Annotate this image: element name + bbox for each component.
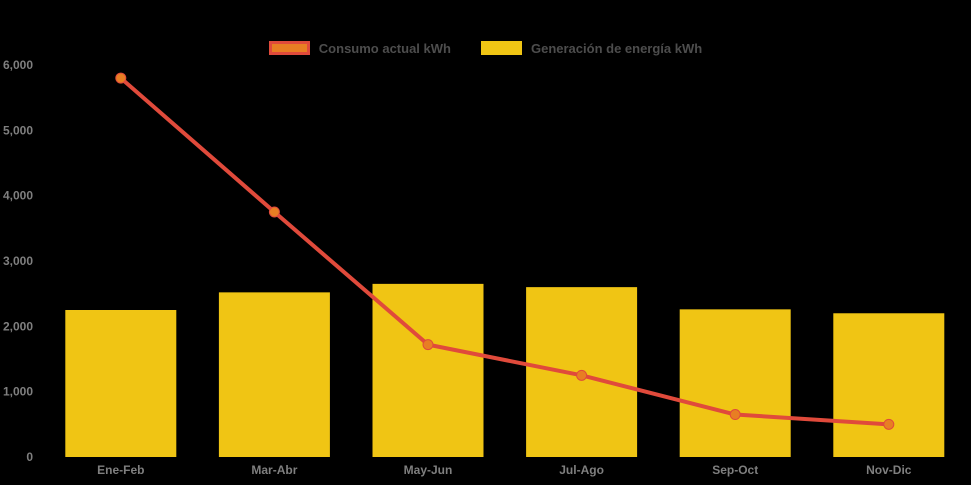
data-point-consumo[interactable] — [268, 206, 280, 218]
y-axis-tick-label: 1,000 — [3, 385, 33, 399]
legend-item-consumo[interactable]: Consumo actual kWh — [268, 40, 451, 56]
x-axis-category-label: May-Jun — [404, 463, 453, 477]
line-series-swatch-icon — [268, 41, 310, 55]
bar-generacion[interactable] — [833, 313, 945, 457]
legend-label-consumo: Consumo actual kWh — [318, 40, 451, 56]
bar-generacion[interactable] — [679, 309, 791, 457]
data-point-consumo[interactable] — [883, 418, 895, 430]
legend: Consumo actual kWh Generación de energía… — [0, 41, 971, 55]
data-point-consumo[interactable] — [576, 369, 588, 381]
x-axis-category-label: Sep-Oct — [712, 463, 758, 477]
x-axis-category-label: Mar-Abr — [251, 463, 297, 477]
y-axis-tick-label: 2,000 — [3, 319, 33, 333]
x-axis-category-label: Jul-Ago — [559, 463, 604, 477]
y-axis-tick-label: 5,000 — [3, 123, 33, 137]
bar-generacion[interactable] — [65, 310, 177, 457]
y-axis-tick-label: 6,000 — [3, 58, 33, 72]
data-point-consumo[interactable] — [115, 72, 127, 84]
legend-item-generacion[interactable]: Generación de energía kWh — [480, 40, 703, 56]
legend-label-generacion: Generación de energía kWh — [530, 40, 703, 56]
y-axis-tick-label: 4,000 — [3, 189, 33, 203]
data-point-consumo[interactable] — [422, 339, 434, 351]
bar-series-swatch-icon — [480, 41, 522, 55]
x-axis-category-label: Nov-Dic — [866, 463, 912, 477]
line-consumo — [118, 76, 891, 427]
data-point-consumo[interactable] — [729, 409, 741, 421]
bar-generacion[interactable] — [218, 292, 330, 457]
y-axis-tick-label: 0 — [26, 450, 33, 464]
y-axis-tick-label: 3,000 — [3, 254, 33, 268]
x-axis-category-label: Ene-Feb — [97, 463, 144, 477]
